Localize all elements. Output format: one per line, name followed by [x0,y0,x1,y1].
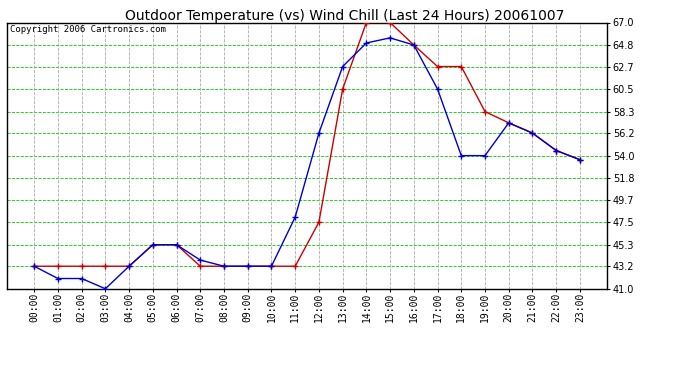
Text: Copyright 2006 Cartronics.com: Copyright 2006 Cartronics.com [10,25,166,34]
Text: Outdoor Temperature (vs) Wind Chill (Last 24 Hours) 20061007: Outdoor Temperature (vs) Wind Chill (Las… [126,9,564,23]
